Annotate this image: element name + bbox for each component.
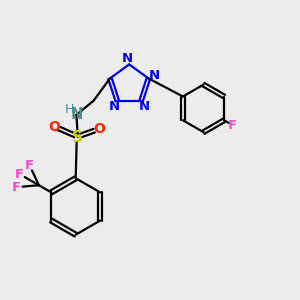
Text: H: H	[64, 103, 74, 116]
Text: N: N	[149, 69, 160, 82]
Text: F: F	[228, 118, 237, 131]
Text: F: F	[12, 181, 21, 194]
Text: O: O	[48, 119, 60, 134]
Text: N: N	[139, 100, 150, 113]
Text: S: S	[72, 130, 83, 145]
Text: F: F	[15, 168, 24, 181]
Text: N: N	[109, 100, 120, 113]
Text: N: N	[70, 107, 82, 122]
Text: F: F	[25, 158, 34, 172]
Text: O: O	[93, 122, 105, 136]
Text: N: N	[122, 52, 133, 65]
